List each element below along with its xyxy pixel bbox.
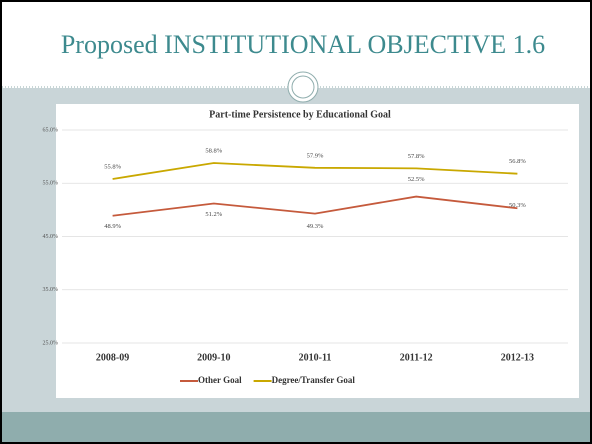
chart-area [56, 104, 579, 398]
data-label: 51.2% [205, 211, 222, 218]
data-label: 58.8% [205, 147, 222, 154]
x-tick-label: 2008-09 [96, 352, 129, 363]
chart-title: Part-time Persistence by Educational Goa… [209, 109, 391, 120]
series-line [112, 195, 518, 217]
x-tick-label: 2011-12 [400, 352, 433, 363]
data-label: 57.9% [307, 152, 324, 159]
x-tick-label: 2009-10 [197, 352, 230, 363]
footer-bar [2, 412, 590, 442]
divider-ornament [291, 75, 315, 99]
data-label: 50.3% [509, 202, 526, 209]
data-label: 48.9% [104, 223, 121, 230]
y-tick-label: 35.0% [43, 287, 59, 293]
series-line [112, 162, 518, 180]
legend-label: Degree/Transfer Goal [272, 375, 356, 385]
y-tick-label: 25.0% [43, 340, 59, 346]
y-tick-label: 55.0% [43, 181, 59, 187]
data-label: 56.8% [509, 158, 526, 165]
data-label: 49.3% [307, 223, 324, 230]
data-label: 52.5% [408, 176, 425, 183]
legend-label: Other Goal [198, 375, 242, 385]
y-tick-label: 45.0% [43, 234, 59, 240]
data-label: 57.8% [408, 153, 425, 160]
y-tick-label: 65.0% [43, 127, 59, 133]
x-tick-label: 2012-13 [501, 352, 534, 363]
slide-title: Proposed INSTITUTIONAL OBJECTIVE 1.6 [61, 30, 545, 59]
data-label: 55.8% [104, 163, 121, 170]
x-tick-label: 2010-11 [299, 352, 332, 363]
